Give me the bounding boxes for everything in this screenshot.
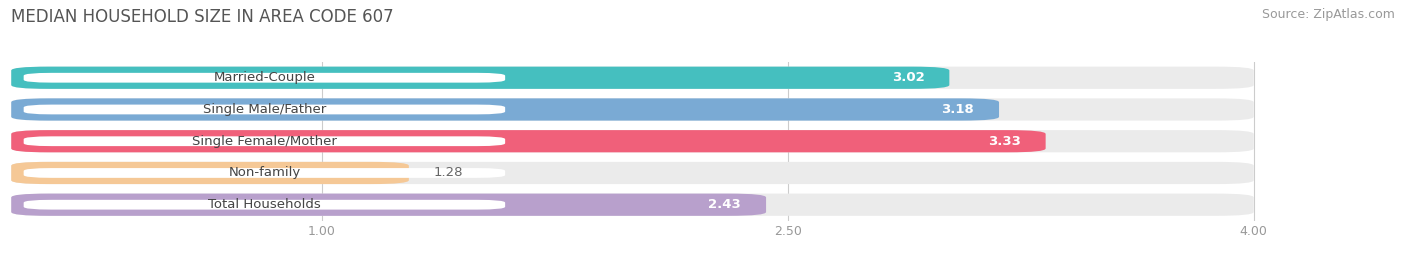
Text: Single Female/Mother: Single Female/Mother — [193, 135, 337, 148]
Text: Non-family: Non-family — [228, 167, 301, 179]
FancyBboxPatch shape — [11, 130, 1046, 152]
FancyBboxPatch shape — [11, 194, 1254, 216]
FancyBboxPatch shape — [24, 168, 505, 178]
FancyBboxPatch shape — [11, 98, 1254, 121]
Text: MEDIAN HOUSEHOLD SIZE IN AREA CODE 607: MEDIAN HOUSEHOLD SIZE IN AREA CODE 607 — [11, 8, 394, 26]
Text: Total Households: Total Households — [208, 198, 321, 211]
FancyBboxPatch shape — [24, 136, 505, 146]
FancyBboxPatch shape — [11, 162, 1254, 184]
FancyBboxPatch shape — [11, 67, 949, 89]
Text: 1.28: 1.28 — [433, 167, 463, 179]
Text: 2.43: 2.43 — [709, 198, 741, 211]
FancyBboxPatch shape — [11, 162, 409, 184]
FancyBboxPatch shape — [11, 98, 1000, 121]
Text: Source: ZipAtlas.com: Source: ZipAtlas.com — [1261, 8, 1395, 21]
Text: 3.18: 3.18 — [942, 103, 974, 116]
Text: Single Male/Father: Single Male/Father — [202, 103, 326, 116]
FancyBboxPatch shape — [11, 67, 1254, 89]
Text: 3.33: 3.33 — [988, 135, 1021, 148]
FancyBboxPatch shape — [24, 105, 505, 114]
FancyBboxPatch shape — [24, 200, 505, 210]
FancyBboxPatch shape — [11, 130, 1254, 152]
FancyBboxPatch shape — [11, 194, 766, 216]
Text: 3.02: 3.02 — [891, 71, 925, 84]
Text: Married-Couple: Married-Couple — [214, 71, 315, 84]
FancyBboxPatch shape — [24, 73, 505, 83]
